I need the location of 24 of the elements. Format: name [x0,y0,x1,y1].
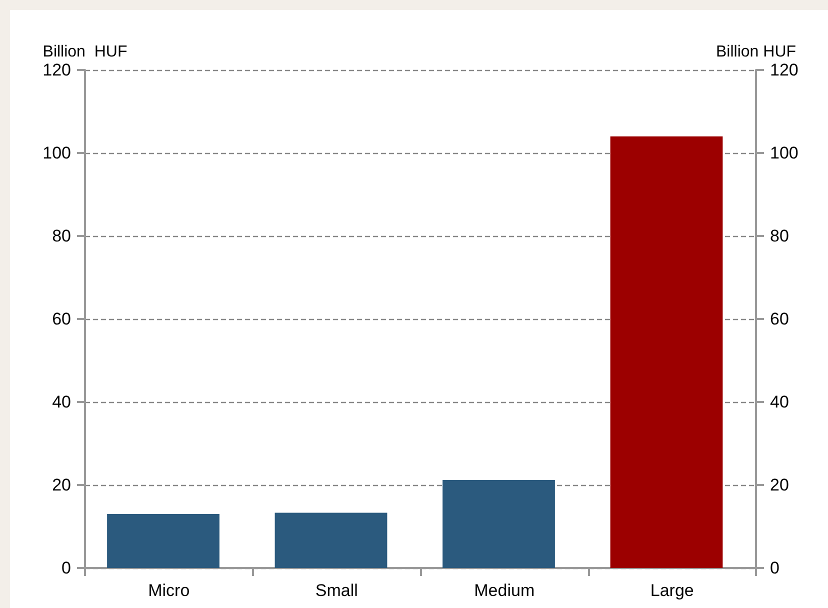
bar [610,136,723,568]
y-tick-label: 20 [52,476,71,494]
y2-tick-label: 60 [770,310,789,328]
bar [107,514,220,568]
y2-tick-label: 40 [770,392,789,412]
x-tick-label: Micro [148,581,190,600]
y2-tick-label: 20 [770,476,789,494]
y-tick-label: 0 [62,558,71,578]
bar [442,480,555,568]
y-tick-label: 40 [52,392,71,412]
y-tick-label: 80 [52,226,71,246]
y-tick-label: 100 [42,144,71,162]
x-tick-label: Large [650,581,694,600]
y2-tick-label: 100 [770,144,798,162]
y-tick-label: 120 [42,60,71,80]
x-tick-label: Medium [474,581,535,600]
x-tick-label: Small [315,581,358,600]
bar [274,512,388,568]
y2-tick-label: 120 [770,60,798,80]
y-tick-label: 60 [52,310,71,328]
y2-tick-label: 0 [770,558,780,578]
y2-axis-title: Billion HUF [716,44,796,60]
y-axis-title: Billion HUF [42,44,128,60]
y2-tick-label: 80 [770,226,789,246]
